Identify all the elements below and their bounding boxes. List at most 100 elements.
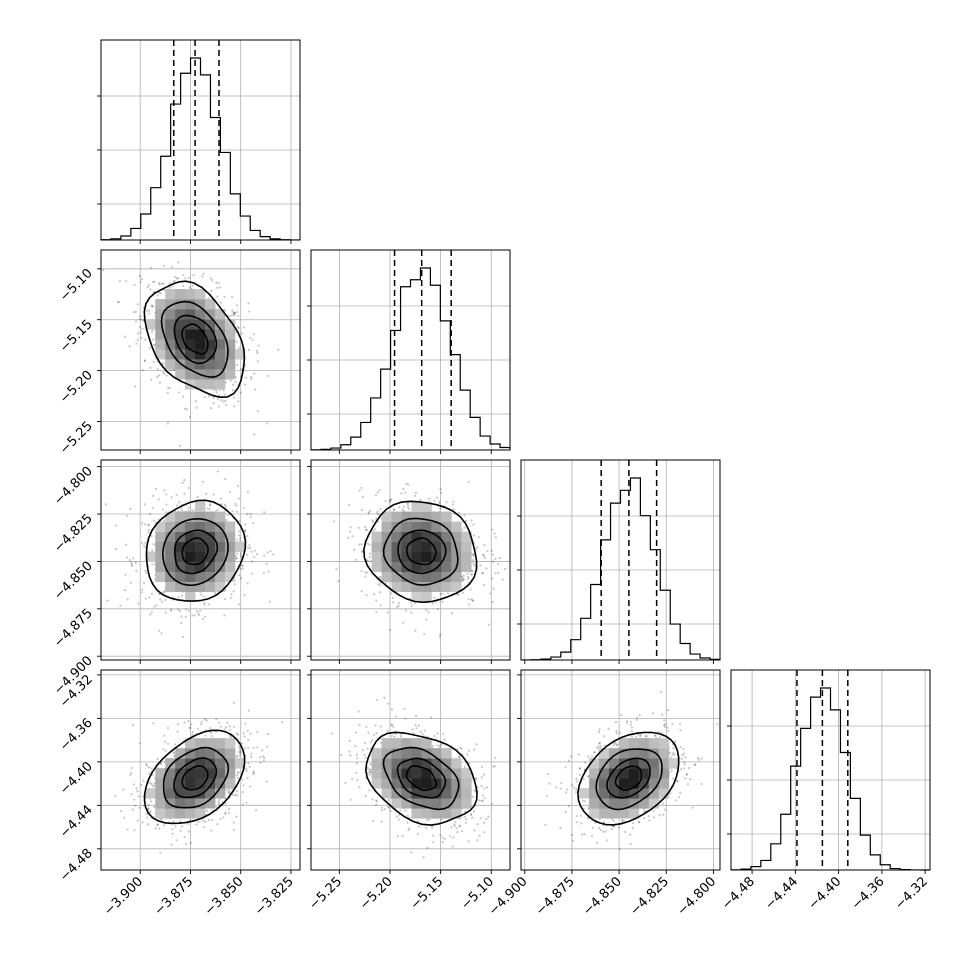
density-cell — [165, 319, 176, 330]
sample-point — [163, 590, 166, 593]
sample-point — [136, 338, 139, 342]
sample-point — [390, 592, 393, 595]
sample-point — [466, 575, 470, 578]
sample-point — [246, 776, 249, 780]
sample-point — [130, 766, 133, 770]
sample-point — [417, 724, 421, 727]
sample-point — [371, 519, 374, 522]
sample-point — [469, 588, 472, 591]
density-cell — [214, 309, 226, 320]
sample-point — [263, 554, 266, 557]
sample-point — [463, 815, 466, 818]
density-cell — [205, 339, 216, 350]
sample-point — [187, 276, 191, 279]
sample-point — [166, 422, 170, 425]
sample-point — [209, 277, 212, 280]
sample-point — [493, 532, 496, 535]
sample-point — [250, 752, 253, 755]
sample-point — [247, 302, 250, 305]
density-cell — [224, 359, 236, 370]
sample-point — [164, 740, 167, 743]
sample-point — [378, 488, 381, 492]
sample-point — [150, 304, 153, 307]
sample-point — [365, 725, 368, 728]
density-cell — [224, 329, 236, 340]
sample-point — [206, 507, 209, 510]
density-cell — [195, 768, 206, 779]
sample-point — [136, 790, 139, 793]
density-cell — [234, 349, 246, 360]
sample-point — [433, 734, 436, 738]
sample-point — [240, 564, 244, 567]
sample-point — [237, 534, 241, 537]
sample-point — [456, 831, 459, 834]
sample-point — [233, 311, 236, 314]
density-cell — [155, 798, 166, 809]
density-cell — [155, 521, 166, 532]
sample-point — [445, 500, 448, 503]
sample-point — [236, 552, 239, 555]
sample-point — [432, 840, 435, 844]
density-cell — [205, 309, 216, 320]
density-cell — [371, 758, 382, 769]
sample-point — [252, 771, 255, 775]
sample-point — [330, 732, 333, 735]
sample-point — [423, 632, 426, 636]
sample-point — [254, 388, 257, 391]
density-cell — [165, 329, 176, 340]
sample-point — [144, 569, 147, 572]
sample-point — [404, 491, 407, 494]
density-cell — [165, 349, 176, 360]
sample-point — [166, 391, 169, 394]
sample-point — [144, 338, 147, 341]
sample-point — [156, 367, 159, 371]
sample-point — [217, 802, 221, 805]
density-cell — [155, 551, 166, 562]
sample-point — [366, 747, 369, 750]
sample-point — [393, 735, 396, 738]
sample-point — [194, 400, 197, 403]
sample-point — [452, 500, 455, 503]
density-cell — [195, 329, 206, 340]
density-cell — [165, 561, 176, 572]
sample-point — [402, 487, 405, 490]
sample-point — [348, 503, 351, 507]
sample-point — [431, 602, 435, 605]
sample-point — [178, 820, 182, 823]
sample-point — [150, 592, 153, 595]
density-cell — [175, 511, 186, 522]
density-cell — [205, 551, 216, 562]
density-cell — [205, 541, 216, 552]
sample-point — [400, 492, 403, 495]
sample-point — [231, 295, 234, 299]
sample-point — [246, 729, 249, 732]
sample-point — [139, 315, 142, 318]
sample-point — [416, 832, 419, 835]
sample-point — [191, 614, 194, 617]
sample-point — [246, 582, 249, 585]
sample-point — [235, 363, 238, 367]
sample-point — [215, 281, 218, 284]
sample-point — [170, 609, 173, 612]
sample-point — [146, 310, 149, 313]
sample-point — [363, 741, 367, 745]
sample-point — [403, 707, 406, 710]
density-cell — [165, 531, 176, 542]
sample-point — [129, 581, 132, 584]
sample-point — [246, 512, 249, 515]
density-cell — [165, 309, 176, 320]
sample-point — [184, 277, 187, 280]
sample-point — [471, 559, 475, 562]
density-cell — [165, 289, 176, 300]
sample-point — [262, 754, 265, 758]
sample-point — [233, 312, 237, 315]
sample-point — [360, 569, 363, 573]
density-cell — [391, 541, 402, 552]
sample-point — [422, 855, 425, 859]
sample-point — [219, 301, 223, 304]
sample-point — [143, 359, 146, 362]
sample-point — [148, 596, 151, 599]
sample-point — [118, 279, 121, 282]
sample-point — [235, 510, 238, 513]
sample-point — [356, 757, 359, 760]
